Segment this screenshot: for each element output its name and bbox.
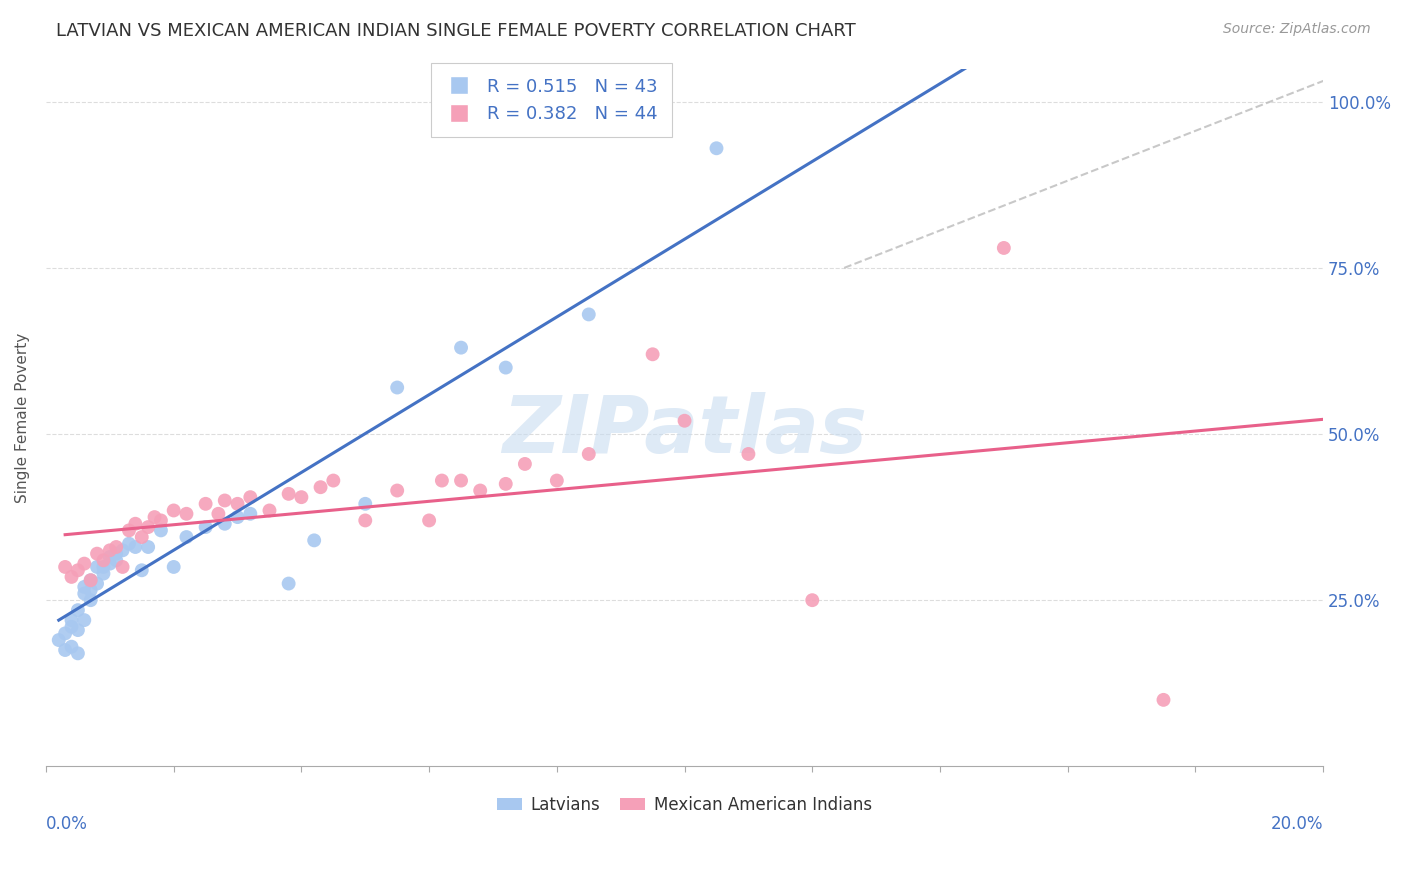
- Point: [1153, 693, 1175, 707]
- Point: [86, 576, 108, 591]
- Point: [73, 586, 96, 600]
- Point: [214, 493, 236, 508]
- Point: [111, 560, 134, 574]
- Point: [73, 613, 96, 627]
- Point: [546, 474, 568, 488]
- Point: [105, 540, 128, 554]
- Point: [207, 507, 229, 521]
- Point: [86, 560, 108, 574]
- Point: [673, 414, 696, 428]
- Point: [53, 643, 76, 657]
- Y-axis label: Single Female Poverty: Single Female Poverty: [15, 333, 30, 502]
- Point: [124, 516, 146, 531]
- Point: [214, 516, 236, 531]
- Text: ZIPatlas: ZIPatlas: [502, 392, 868, 470]
- Point: [73, 580, 96, 594]
- Point: [149, 513, 172, 527]
- Point: [163, 503, 186, 517]
- Text: LATVIAN VS MEXICAN AMERICAN INDIAN SINGLE FEMALE POVERTY CORRELATION CHART: LATVIAN VS MEXICAN AMERICAN INDIAN SINGL…: [56, 22, 856, 40]
- Point: [60, 640, 83, 654]
- Point: [79, 583, 101, 598]
- Point: [470, 483, 492, 498]
- Point: [66, 646, 89, 660]
- Point: [66, 563, 89, 577]
- Point: [737, 447, 759, 461]
- Point: [66, 603, 89, 617]
- Point: [194, 497, 217, 511]
- Point: [79, 593, 101, 607]
- Point: [385, 483, 408, 498]
- Point: [354, 497, 377, 511]
- Point: [118, 524, 141, 538]
- Point: [98, 549, 121, 564]
- Point: [131, 530, 153, 544]
- Point: [73, 557, 96, 571]
- Point: [239, 490, 262, 504]
- Point: [93, 560, 115, 574]
- Point: [495, 476, 517, 491]
- Point: [641, 347, 664, 361]
- Point: [86, 547, 108, 561]
- Point: [194, 520, 217, 534]
- Point: [163, 560, 186, 574]
- Point: [578, 447, 600, 461]
- Point: [143, 510, 166, 524]
- Point: [277, 576, 299, 591]
- Point: [79, 573, 101, 587]
- Point: [48, 633, 70, 648]
- Point: [105, 547, 128, 561]
- Point: [430, 474, 453, 488]
- Point: [513, 457, 536, 471]
- Point: [578, 307, 600, 321]
- Point: [53, 560, 76, 574]
- Point: [131, 563, 153, 577]
- Point: [176, 507, 198, 521]
- Point: [149, 524, 172, 538]
- Point: [495, 360, 517, 375]
- Point: [118, 537, 141, 551]
- Text: 20.0%: 20.0%: [1271, 815, 1323, 833]
- Text: 0.0%: 0.0%: [46, 815, 87, 833]
- Point: [79, 573, 101, 587]
- Point: [60, 570, 83, 584]
- Point: [66, 623, 89, 637]
- Point: [309, 480, 332, 494]
- Text: Source: ZipAtlas.com: Source: ZipAtlas.com: [1223, 22, 1371, 37]
- Legend: Latvians, Mexican American Indians: Latvians, Mexican American Indians: [491, 789, 879, 821]
- Point: [176, 530, 198, 544]
- Point: [277, 487, 299, 501]
- Point: [354, 513, 377, 527]
- Point: [98, 543, 121, 558]
- Point: [93, 553, 115, 567]
- Point: [60, 613, 83, 627]
- Point: [93, 566, 115, 581]
- Point: [706, 141, 728, 155]
- Point: [993, 241, 1015, 255]
- Point: [302, 533, 325, 548]
- Point: [385, 380, 408, 394]
- Point: [136, 540, 159, 554]
- Point: [226, 510, 249, 524]
- Point: [239, 507, 262, 521]
- Point: [124, 540, 146, 554]
- Point: [53, 626, 76, 640]
- Point: [801, 593, 824, 607]
- Point: [450, 341, 472, 355]
- Point: [111, 543, 134, 558]
- Point: [290, 490, 312, 504]
- Point: [450, 474, 472, 488]
- Point: [259, 503, 281, 517]
- Point: [105, 553, 128, 567]
- Point: [136, 520, 159, 534]
- Point: [98, 557, 121, 571]
- Point: [60, 620, 83, 634]
- Point: [226, 497, 249, 511]
- Point: [322, 474, 344, 488]
- Point: [418, 513, 440, 527]
